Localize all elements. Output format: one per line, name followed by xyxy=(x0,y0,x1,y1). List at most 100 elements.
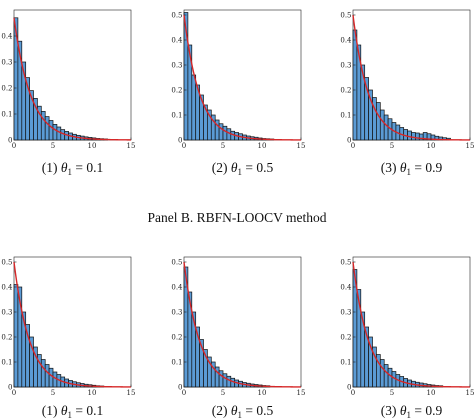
x-tick-label: 0 xyxy=(12,389,16,397)
histogram-bar xyxy=(387,367,393,388)
panel-caption: (1) θ1 = 0.1 xyxy=(42,160,104,177)
y-tick-label: 0.2 xyxy=(340,86,351,94)
x-tick-label: 15 xyxy=(466,389,474,397)
y-tick-label: 0.4 xyxy=(340,283,352,291)
histogram-bar xyxy=(415,132,420,141)
x-tick-label: 5 xyxy=(221,142,225,150)
x-tick-label: 10 xyxy=(427,389,436,397)
y-tick-label: 0 xyxy=(8,383,12,391)
y-tick-label: 0.1 xyxy=(1,358,12,366)
y-tick-label: 0.1 xyxy=(340,358,351,366)
y-tick-label: 0.2 xyxy=(340,333,351,341)
x-tick-label: 0 xyxy=(12,142,16,150)
histogram-bar xyxy=(218,370,224,388)
x-tick-label: 0 xyxy=(182,142,186,150)
y-tick-label: 0.1 xyxy=(1,110,12,118)
x-tick-label: 10 xyxy=(258,142,267,150)
histogram-panel-5: 0 5 10 15 0 0.1 0.2 0.3 0.4 0.5 (2) θ1 = 0.5 xyxy=(171,256,306,419)
density-curve xyxy=(183,14,301,141)
histogram-bar xyxy=(383,114,389,141)
x-tick-label: 15 xyxy=(297,389,306,397)
histogram-bar xyxy=(13,284,19,388)
density-curve xyxy=(183,261,301,388)
panel-caption: (3) θ1 = 0.9 xyxy=(381,160,443,177)
x-tick-label: 10 xyxy=(258,389,267,397)
histogram-bar xyxy=(44,116,50,141)
y-tick-label: 0.3 xyxy=(1,308,12,316)
y-tick-label: 0 xyxy=(178,383,182,391)
histogram-bar xyxy=(222,373,228,388)
histogram-bar xyxy=(379,359,385,388)
histogram-bar xyxy=(383,364,389,388)
histogram-bar xyxy=(191,74,197,141)
y-tick-label: 0.2 xyxy=(1,84,12,92)
y-tick-label: 0 xyxy=(178,136,182,144)
x-tick-label: 0 xyxy=(351,389,355,397)
histogram-bar xyxy=(352,29,358,141)
y-tick-label: 0 xyxy=(347,136,351,144)
y-tick-label: 0.3 xyxy=(340,308,351,316)
x-tick-label: 5 xyxy=(51,142,55,150)
y-tick-label: 0.1 xyxy=(340,111,351,119)
panel-caption: (3) θ1 = 0.9 xyxy=(381,403,443,419)
histogram-panel-2: 0 5 10 15 0 0.1 0.2 0.3 0.4 0.5 (2) θ1 = 0.5 xyxy=(171,9,305,177)
histogram-panel-1: 0 5 10 15 0 0.1 0.2 0.3 0.4 (1) θ1 = 0.1 xyxy=(1,9,136,177)
y-tick-label: 0.1 xyxy=(171,358,182,366)
y-tick-label: 0.5 xyxy=(340,11,351,19)
histogram-bar xyxy=(376,102,381,141)
density-curve xyxy=(13,261,131,388)
y-tick-label: 0.4 xyxy=(340,36,352,44)
panel-caption: (2) θ1 = 0.5 xyxy=(212,160,274,177)
x-tick-label: 15 xyxy=(127,142,136,150)
histogram-bar xyxy=(226,375,232,388)
histogram-bar xyxy=(56,126,62,141)
y-tick-label: 0.1 xyxy=(171,111,182,119)
histogram-bar xyxy=(44,364,50,388)
histogram-bar xyxy=(407,130,412,141)
y-tick-label: 0.2 xyxy=(171,333,182,341)
y-tick-label: 0.4 xyxy=(171,36,183,44)
x-tick-label: 10 xyxy=(88,142,97,150)
y-tick-label: 0.4 xyxy=(1,283,13,291)
histogram-bar xyxy=(52,124,58,141)
histogram-bar xyxy=(40,359,46,388)
histogram-bar xyxy=(48,367,54,388)
x-tick-label: 5 xyxy=(390,142,394,150)
x-tick-label: 10 xyxy=(427,142,436,150)
histogram-bar xyxy=(218,123,224,141)
density-curve xyxy=(352,261,470,388)
y-tick-label: 0.3 xyxy=(171,61,182,69)
histogram-bar xyxy=(411,132,416,141)
panel-b-title: Panel B. RBFN-LOOCV method xyxy=(147,210,326,225)
y-tick-label: 0.5 xyxy=(171,258,182,266)
y-tick-label: 0.2 xyxy=(171,86,182,94)
x-tick-label: 5 xyxy=(51,389,55,397)
y-tick-label: 0.5 xyxy=(340,258,351,266)
histogram-bar xyxy=(60,129,66,141)
histogram-bar xyxy=(222,125,228,141)
x-tick-label: 0 xyxy=(351,142,355,150)
y-tick-label: 0.3 xyxy=(1,58,12,66)
histogram-bar xyxy=(40,111,46,141)
y-tick-label: 0.5 xyxy=(1,258,12,266)
x-tick-label: 10 xyxy=(88,389,97,397)
histogram-bar xyxy=(48,120,54,141)
x-tick-label: 15 xyxy=(466,142,474,150)
density-curve xyxy=(352,14,470,141)
y-tick-label: 0.3 xyxy=(340,61,351,69)
panel-caption: (2) θ1 = 0.5 xyxy=(212,403,274,419)
histogram-bar xyxy=(226,128,232,141)
x-tick-label: 0 xyxy=(182,389,186,397)
x-tick-label: 5 xyxy=(221,389,225,397)
histogram-bar xyxy=(52,371,58,388)
y-tick-label: 0.4 xyxy=(171,283,183,291)
x-tick-label: 15 xyxy=(127,389,136,397)
y-tick-label: 0.4 xyxy=(1,32,13,40)
y-tick-label: 0.5 xyxy=(171,11,182,19)
x-tick-label: 5 xyxy=(390,389,394,397)
histogram-panel-4: 0 5 10 15 0 0.1 0.2 0.3 0.4 0.5 (1) θ1 = 0.1 xyxy=(1,256,136,419)
histogram-panel-6: 0 5 10 15 0 0.1 0.2 0.3 0.4 0.5 (3) θ1 = 0.9 xyxy=(340,256,474,419)
y-tick-label: 0 xyxy=(8,136,12,144)
panel-caption: (1) θ1 = 0.1 xyxy=(42,403,104,419)
